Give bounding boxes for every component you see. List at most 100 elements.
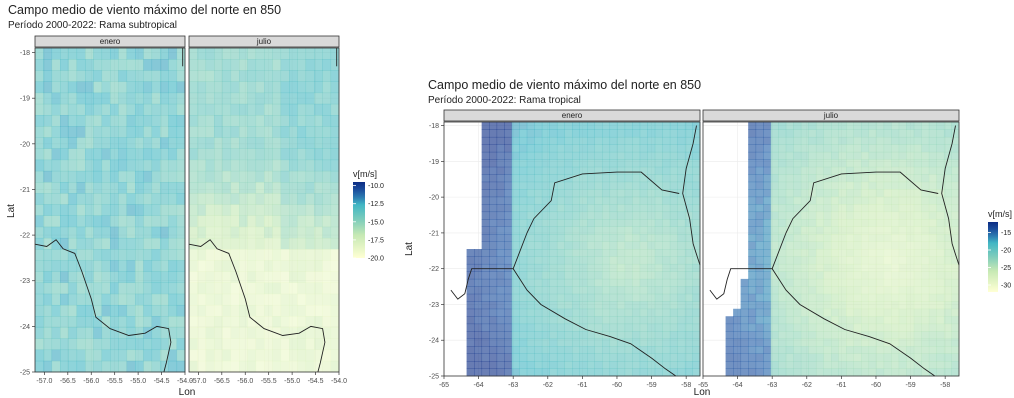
heat-cell	[823, 189, 832, 198]
heat-cell	[556, 286, 565, 295]
heat-cell	[264, 282, 273, 295]
heat-cell	[272, 237, 282, 250]
heat-cell	[118, 170, 128, 183]
heat-cell	[160, 349, 169, 362]
heat-cell	[496, 129, 505, 138]
heat-cell	[135, 338, 144, 351]
heat-cell	[868, 286, 877, 295]
heat-cell	[534, 301, 543, 310]
heat-cell	[861, 189, 870, 198]
heat-cell	[541, 181, 550, 190]
heat-cell	[330, 137, 340, 149]
heat-cell	[511, 278, 520, 287]
heat-cell	[289, 70, 298, 82]
heat-cell	[474, 249, 483, 257]
heat-cell	[868, 353, 877, 362]
heat-cell	[831, 174, 839, 183]
heat-cell	[639, 301, 648, 310]
heat-cell	[677, 204, 686, 213]
heat-cell	[913, 181, 922, 190]
heat-cell	[609, 286, 618, 295]
heat-cell	[662, 353, 671, 362]
heat-cell	[624, 241, 633, 250]
heat-cell	[101, 271, 111, 284]
heat-cell	[951, 196, 960, 205]
heat-cell	[526, 338, 535, 347]
heat-cell	[549, 338, 558, 347]
heat-cell	[876, 271, 885, 280]
heat-cell	[594, 189, 603, 198]
heat-cell	[692, 338, 701, 347]
heat-cell	[951, 278, 960, 287]
heat-cell	[118, 148, 128, 161]
heat-cell	[951, 271, 960, 280]
heat-cell	[572, 189, 580, 198]
heat-cell	[677, 353, 686, 362]
heat-cell	[883, 271, 892, 280]
heat-cell	[289, 349, 298, 362]
heat-cell	[330, 316, 340, 328]
heat-cell	[255, 182, 265, 194]
heat-cell	[639, 308, 648, 317]
heat-cell	[101, 360, 111, 373]
heat-cell	[654, 219, 663, 227]
heat-cell	[891, 256, 900, 265]
heat-cell	[943, 338, 952, 347]
heat-cell	[943, 181, 952, 190]
heat-cell	[823, 181, 832, 190]
heat-cell	[197, 327, 207, 339]
x-tick-label: -62	[543, 382, 553, 389]
heat-cell	[280, 148, 290, 161]
heat-cell	[305, 237, 315, 250]
heat-cell	[222, 226, 232, 239]
heat-cell	[176, 81, 186, 94]
heat-cell	[247, 271, 257, 284]
heat-cell	[770, 219, 779, 227]
heat-cell	[35, 48, 44, 60]
heat-cell	[556, 346, 565, 354]
heat-cell	[214, 215, 223, 228]
heat-cell	[763, 204, 772, 213]
heat-cell	[35, 81, 44, 94]
heat-cell	[838, 241, 847, 250]
strip-enero	[443, 109, 701, 122]
heat-cell	[110, 316, 119, 328]
heat-cell	[951, 301, 960, 310]
heat-cell	[951, 346, 960, 354]
heat-cell	[68, 282, 78, 295]
heat-cell	[876, 234, 885, 242]
heat-cell	[928, 301, 937, 310]
heat-cell	[526, 278, 535, 287]
heat-cell	[481, 189, 490, 198]
heat-cell	[549, 166, 558, 175]
heat-cell	[928, 331, 937, 340]
heat-cell	[264, 148, 273, 161]
heat-cell	[587, 241, 595, 250]
heat-cell	[151, 115, 161, 127]
heat-cell	[868, 189, 877, 198]
heat-cell	[205, 170, 215, 183]
heat-cell	[511, 226, 520, 235]
heat-cell	[624, 361, 633, 369]
heat-cell	[160, 249, 169, 261]
heat-cell	[906, 293, 915, 302]
heat-cell	[126, 193, 136, 205]
heat-cell	[151, 260, 161, 272]
heat-cell	[624, 136, 633, 145]
heat-cell	[289, 271, 298, 284]
heat-cell	[85, 148, 94, 161]
heat-cell	[68, 159, 78, 172]
heat-cell	[594, 263, 603, 272]
heat-cell	[314, 360, 323, 373]
heat-cell	[556, 159, 565, 168]
heat-cell	[928, 204, 937, 213]
heat-cell	[684, 196, 693, 205]
heat-cell	[831, 361, 839, 369]
y-tick-label: -23	[429, 302, 439, 309]
heat-cell	[617, 353, 626, 362]
heat-cell	[740, 278, 749, 287]
heat-cell	[51, 81, 61, 94]
heat-cell	[526, 331, 535, 340]
heat-cell	[936, 368, 945, 377]
y-tick-label: -19	[429, 159, 439, 166]
